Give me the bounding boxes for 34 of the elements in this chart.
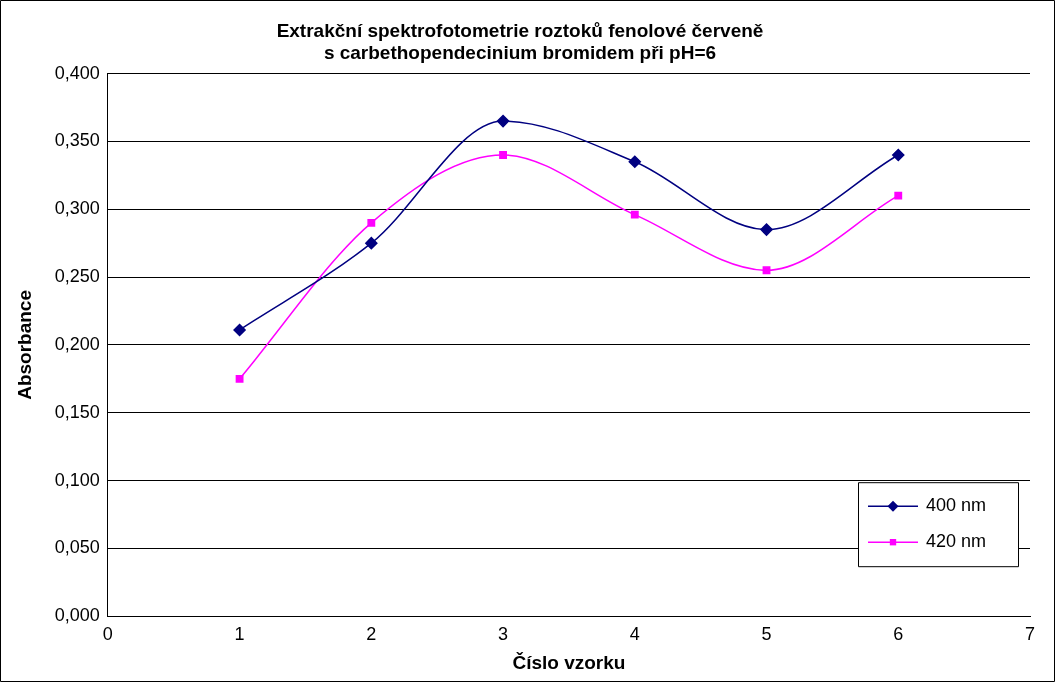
y-tick-label: 0,200 [54,333,100,354]
y-axis-title: Absorbance [13,289,35,400]
point [233,323,246,337]
point [628,155,642,169]
y-tick-label: 0,050 [54,537,100,558]
point [496,114,510,128]
x-tick-label: 6 [893,624,904,645]
x-tick-label: 7 [1024,624,1036,645]
chart-title: Extrakční spektrofotometrie roztoků fenolové červeně s carbethopendecinium bromidem při pH=6 [276,19,764,64]
point [499,151,507,159]
point [762,266,771,275]
x-tick-label: 2 [366,624,377,645]
legend-label: 400 nm [926,495,987,516]
point [630,210,639,219]
x-axis-title: Číslo vzorku [512,651,626,673]
legend-label: 420 nm [926,531,987,552]
point [365,236,378,250]
y-tick-label: 0,100 [54,469,100,490]
x-tick-label: 4 [629,624,640,645]
x-tick-label: 0 [102,624,113,645]
point [760,223,773,236]
y-tick-label: 0,150 [54,401,100,422]
y-tick-label: 0,350 [54,130,100,151]
y-tick-label: 0,000 [54,605,100,626]
point [235,374,244,383]
x-tick-label: 5 [761,624,772,645]
x-tick-label: 1 [234,624,245,645]
x-tick-label: 3 [498,624,509,645]
y-tick-label: 0,250 [54,266,100,287]
point [892,148,905,162]
y-tick-label: 0,400 [54,62,100,83]
y-tick-label: 0,300 [54,198,100,219]
point [367,218,376,227]
point [894,191,903,200]
